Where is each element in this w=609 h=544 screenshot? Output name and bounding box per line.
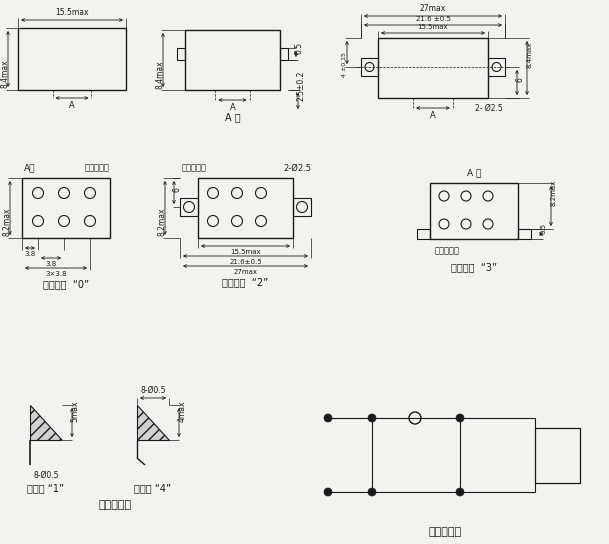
Text: 15.5max: 15.5max — [55, 8, 89, 17]
Text: 安装方式  “3”: 安装方式 “3” — [451, 262, 497, 272]
Text: 21.6±0.5: 21.6±0.5 — [229, 259, 262, 265]
Bar — [185, 30, 280, 90]
Text: A: A — [69, 101, 75, 109]
Text: 2-Ø2.5: 2-Ø2.5 — [283, 164, 311, 172]
Text: 8.4max: 8.4max — [155, 60, 164, 89]
Circle shape — [368, 488, 376, 496]
Text: 8-Ø0.5: 8-Ø0.5 — [140, 386, 166, 395]
Bar — [18, 28, 126, 90]
Bar — [198, 178, 293, 238]
Text: 着色绦缘子: 着色绦缘子 — [85, 164, 110, 172]
Bar — [488, 58, 505, 76]
Bar — [293, 198, 311, 216]
Text: A 向: A 向 — [467, 169, 481, 177]
Polygon shape — [30, 405, 62, 440]
Polygon shape — [137, 405, 169, 440]
Text: 4 ±0.15: 4 ±0.15 — [342, 53, 347, 77]
Text: 15.5max: 15.5max — [230, 249, 261, 255]
Text: 5max: 5max — [71, 401, 80, 423]
Text: 3×3.8: 3×3.8 — [45, 271, 67, 277]
Text: 21.6 ±0.5: 21.6 ±0.5 — [415, 16, 451, 22]
Bar — [177, 48, 185, 60]
Bar — [361, 58, 378, 76]
Bar — [180, 198, 198, 216]
Circle shape — [456, 414, 464, 422]
Text: 引出端型式: 引出端型式 — [99, 500, 132, 510]
Text: 安装方式  “0”: 安装方式 “0” — [43, 279, 89, 289]
Text: 2- Ø2.5: 2- Ø2.5 — [475, 103, 503, 113]
Text: 8-Ø0.5: 8-Ø0.5 — [33, 471, 58, 479]
Bar — [535, 428, 580, 483]
Text: 8.2max: 8.2max — [2, 208, 12, 237]
Text: 安装方式  “2”: 安装方式 “2” — [222, 277, 269, 287]
Bar — [280, 48, 288, 60]
Text: 着色绦缘子: 着色绦缘子 — [435, 246, 460, 256]
Text: 底视电路图: 底视电路图 — [429, 527, 462, 537]
Bar — [417, 229, 430, 239]
Text: 4max: 4max — [177, 401, 186, 423]
Circle shape — [324, 414, 332, 422]
Text: 8.4max: 8.4max — [527, 42, 533, 68]
Circle shape — [368, 414, 376, 422]
Text: 插针式 “1”: 插针式 “1” — [27, 483, 65, 493]
Circle shape — [324, 488, 332, 496]
Text: 8.4max: 8.4max — [1, 59, 10, 88]
Text: 0.5: 0.5 — [295, 42, 303, 54]
Text: 着色绦缘子: 着色绦缘子 — [182, 164, 207, 172]
Text: 8.2max: 8.2max — [551, 180, 557, 206]
Bar — [430, 183, 518, 239]
Text: A向: A向 — [24, 164, 35, 172]
Text: A: A — [430, 110, 436, 120]
Text: A: A — [230, 102, 235, 112]
Text: 6: 6 — [515, 78, 524, 83]
Text: 27max: 27max — [420, 4, 446, 13]
Text: 2.5±0.2: 2.5±0.2 — [297, 71, 306, 101]
Circle shape — [456, 488, 464, 496]
Bar — [518, 229, 531, 239]
Text: 8.2max: 8.2max — [158, 208, 166, 237]
Text: 27max: 27max — [233, 269, 258, 275]
Bar — [22, 178, 110, 238]
Bar — [378, 38, 488, 98]
Text: 焊钉式 “4”: 焊钉式 “4” — [135, 483, 172, 493]
Text: 0.5: 0.5 — [541, 223, 547, 234]
Text: 15.5max: 15.5max — [418, 24, 448, 30]
Text: 3.8: 3.8 — [24, 251, 35, 257]
Text: A 向: A 向 — [225, 112, 241, 122]
Text: 3.8: 3.8 — [46, 261, 57, 267]
Text: 6: 6 — [172, 188, 181, 193]
